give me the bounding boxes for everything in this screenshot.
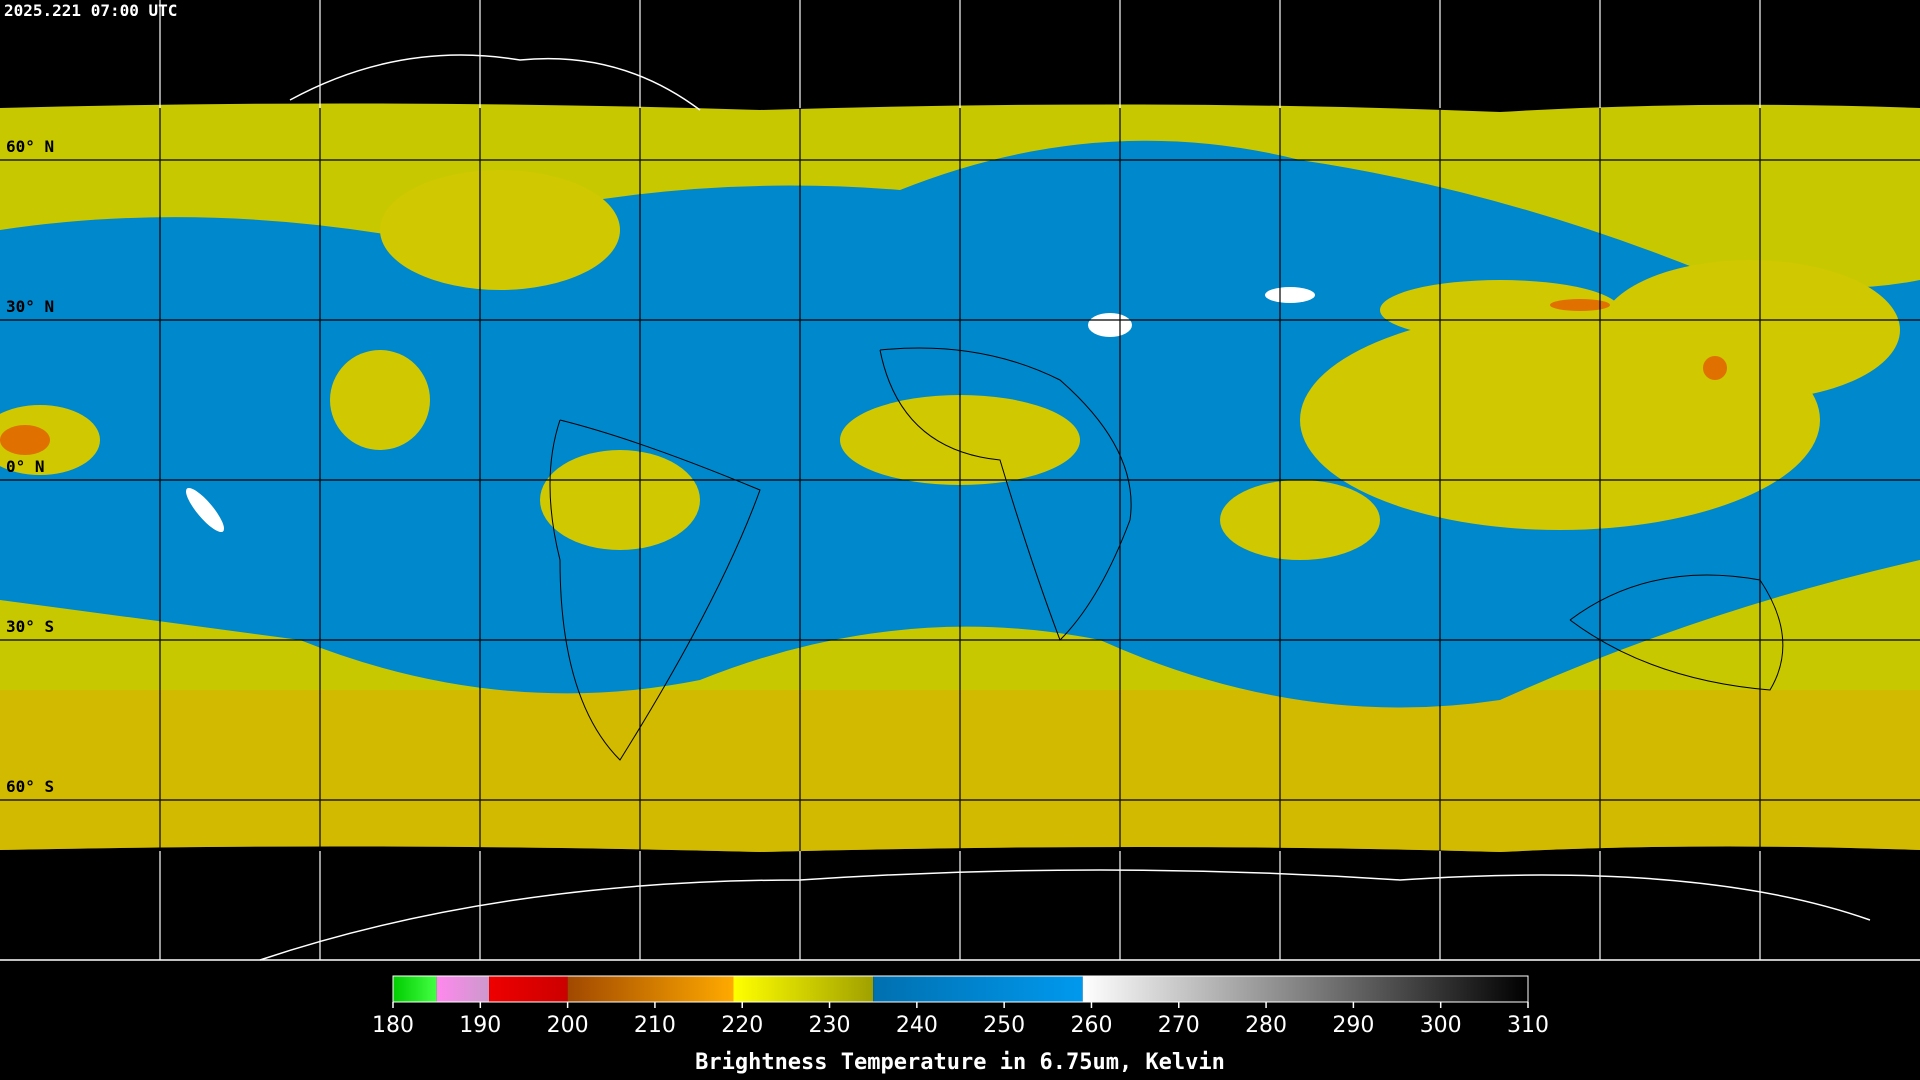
africa [879, 347, 1132, 641]
australia [1569, 574, 1784, 691]
colorbar-tick-label: 190 [459, 1013, 501, 1038]
colorbar-tick-label: 270 [1158, 1013, 1200, 1038]
moist-blue [1000, 162, 1300, 207]
antarctica-coast [259, 869, 1871, 961]
colorbar-segment [489, 976, 568, 1002]
colorbar-tick-label: 210 [634, 1013, 676, 1038]
colorbar-tick-label: 180 [372, 1013, 414, 1038]
colorbar-tick-label: 280 [1245, 1013, 1287, 1038]
colorbar-segment [873, 976, 1083, 1002]
latitude-label: 30° S [6, 617, 54, 636]
cloud-clusters [0, 170, 1900, 560]
graticule: 60° N 30° N 0° N 30° S 60° S [6, 0, 1761, 960]
colorbar-segment [567, 976, 734, 1002]
colorbar-segment [393, 976, 437, 1002]
greenland-coast [289, 54, 701, 111]
cold-tops [0, 299, 1727, 455]
colorbar-segment [733, 976, 874, 1002]
latitude-label: 0° N [6, 457, 45, 476]
latitude-label: 60° S [6, 777, 54, 796]
colorbar-tick-label: 250 [983, 1013, 1025, 1038]
latitude-label: 30° N [6, 297, 54, 316]
colorbar-title: Brightness Temperature in 6.75um, Kelvin [695, 1050, 1225, 1075]
colorbar-tick-label: 300 [1420, 1013, 1462, 1038]
colorbar-tick-label: 260 [1070, 1013, 1112, 1038]
colorbar-tick-label: 230 [809, 1013, 851, 1038]
coastlines [259, 54, 1871, 961]
colorbar-tick-label: 220 [721, 1013, 763, 1038]
colorbar-tick-label: 310 [1507, 1013, 1549, 1038]
latitude-label: 60° N [6, 137, 54, 156]
very-dry-areas [185, 287, 1315, 533]
colorbar-segment [1082, 976, 1528, 1002]
colorbar-segment [436, 976, 490, 1002]
timestamp: 2025.221 07:00 UTC [4, 1, 177, 20]
south-america [549, 419, 761, 761]
colorbar-tick-label: 200 [547, 1013, 589, 1038]
colorbar-tick-label: 240 [896, 1013, 938, 1038]
colorbar-frame [392, 975, 1529, 1003]
colorbar-tick-label: 290 [1332, 1013, 1374, 1038]
colorbar: 180 190 200 210 220 230 240 250 260 270 280 290 300 3… [372, 975, 1549, 1038]
